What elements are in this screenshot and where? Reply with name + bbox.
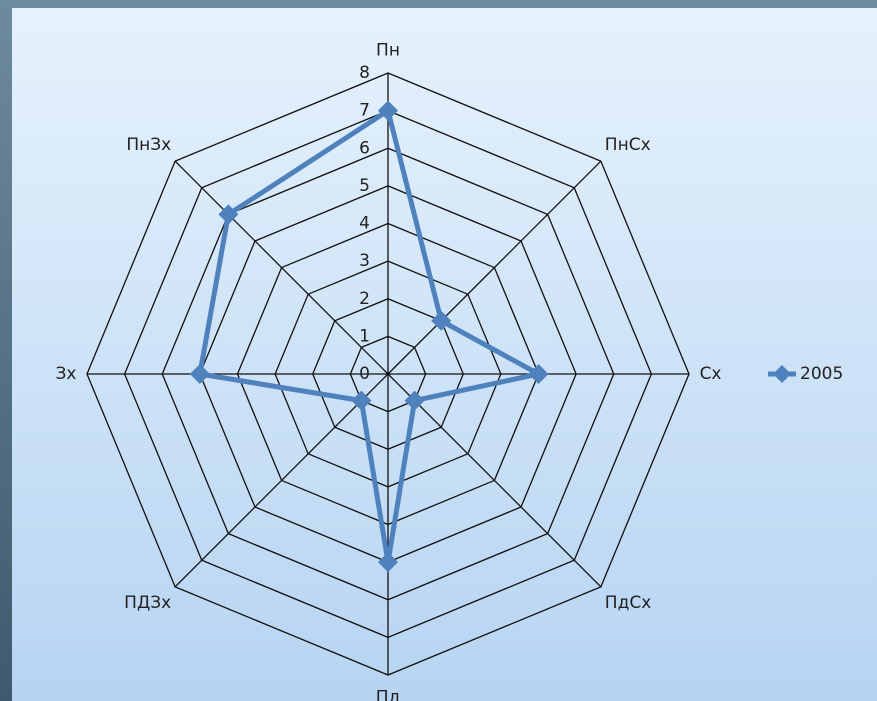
category-label: Пн — [376, 40, 400, 60]
r-tick-label: 2 — [359, 289, 370, 309]
category-label: ПдСх — [605, 593, 651, 613]
r-tick-label: 8 — [359, 63, 370, 83]
category-label: Пд — [376, 688, 401, 701]
category-label: ПнСх — [605, 135, 651, 155]
category-label: Зх — [55, 364, 76, 384]
legend-label: 2005 — [800, 364, 843, 384]
r-tick-label: 3 — [359, 251, 370, 271]
r-tick-label: 6 — [359, 138, 370, 158]
r-tick-label: 0 — [359, 364, 370, 384]
chart: 0 1 2 3 4 5 6 7 8 Пн ПнСх Сх ПдСх Пд ПДЗх Зх ПнЗх 2005 — [0, 0, 877, 701]
category-label: ПнЗх — [126, 135, 171, 155]
page: {"chart_data": {"type": "radar", "catego… — [0, 0, 877, 701]
category-label: Сх — [700, 364, 722, 384]
r-tick-label: 5 — [359, 176, 370, 196]
r-tick-label: 1 — [359, 326, 370, 346]
r-tick-label: 4 — [359, 214, 370, 234]
category-label: ПДЗх — [124, 593, 171, 613]
r-tick-label: 7 — [359, 101, 370, 121]
